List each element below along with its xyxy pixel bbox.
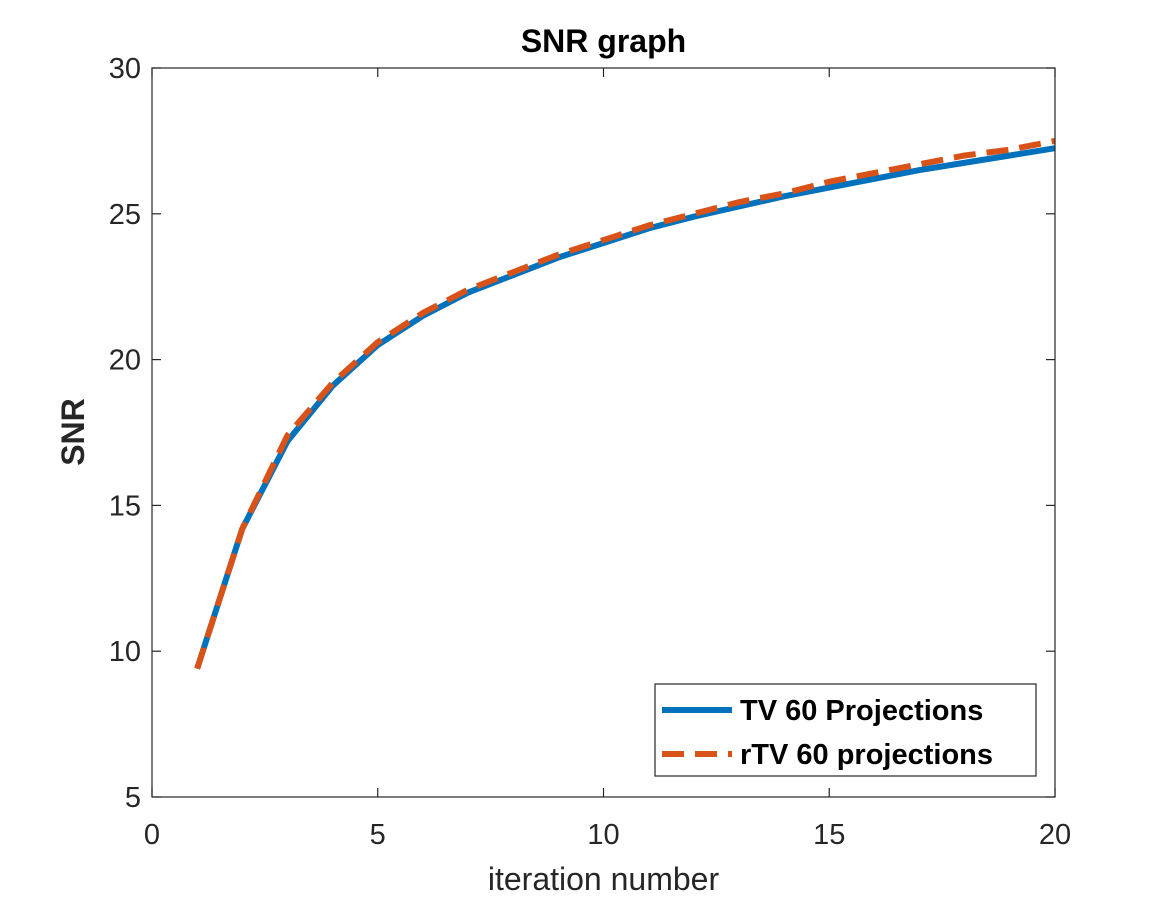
series-line-rtv <box>194 137 1056 670</box>
x-axis-label: iteration number <box>488 861 720 897</box>
y-axis-label: SNR <box>55 398 91 466</box>
chart-title: SNR graph <box>521 23 686 59</box>
x-tick-label: 0 <box>144 819 160 851</box>
y-tick-label: 15 <box>109 490 141 522</box>
legend: TV 60 Projections rTV 60 projections <box>654 683 1037 777</box>
legend-label-rtv: rTV 60 projections <box>740 739 993 771</box>
x-tick-label: 20 <box>1039 819 1071 851</box>
series-line-tv <box>194 145 1056 670</box>
y-tick-label: 5 <box>125 782 141 814</box>
plot-area <box>152 68 1055 797</box>
y-tick-label: 10 <box>109 636 141 668</box>
legend-label-tv: TV 60 Projections <box>740 695 983 727</box>
x-tick-label: 10 <box>587 819 619 851</box>
y-tick-label: 25 <box>109 199 141 231</box>
x-tick-label: 5 <box>370 819 386 851</box>
y-tick-label: 20 <box>109 345 141 377</box>
legend-box <box>654 683 1037 777</box>
x-tick-label: 15 <box>813 819 845 851</box>
y-tick-label: 30 <box>109 53 141 85</box>
